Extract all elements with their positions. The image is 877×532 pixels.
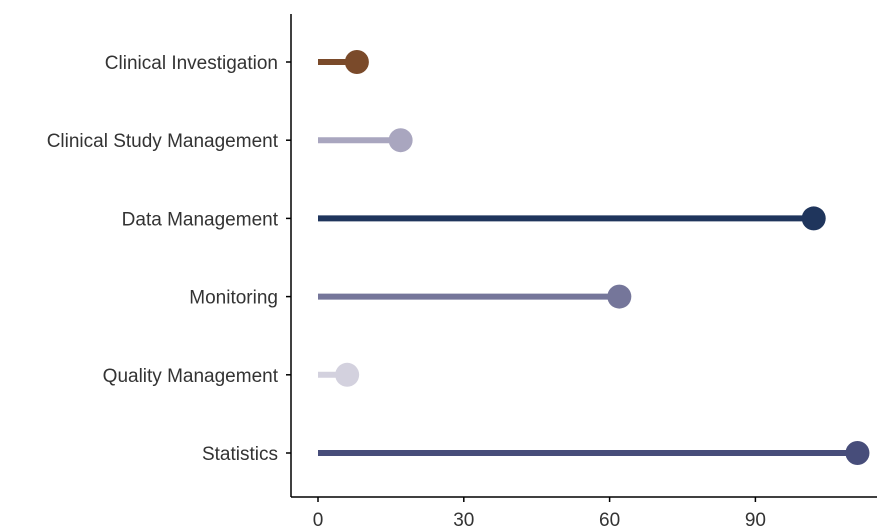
x-tick-label: 90 [745,510,766,531]
lollipop-point [607,284,632,309]
y-tick-label: Quality Management [103,366,279,387]
y-tick-label: Clinical Study Management [47,131,279,152]
lollipop-marks [318,50,870,465]
lollipop-point [335,362,360,387]
lollipop-point [845,441,870,465]
x-tick-label: 0 [313,510,324,531]
lollipop-point [388,128,413,153]
y-axis-ticks: Clinical Investigation Clinical Study Man… [47,53,291,465]
y-tick-label: Data Management [122,209,279,230]
x-tick-label: 30 [453,510,474,531]
x-axis-ticks: 0 30 60 90 [313,497,766,531]
lollipop-point [801,206,826,231]
y-tick-label: Statistics [202,444,278,465]
x-tick-label: 60 [599,510,620,531]
lollipop-point [344,50,369,74]
y-tick-label: Clinical Investigation [105,53,278,74]
y-tick-label: Monitoring [189,288,278,309]
